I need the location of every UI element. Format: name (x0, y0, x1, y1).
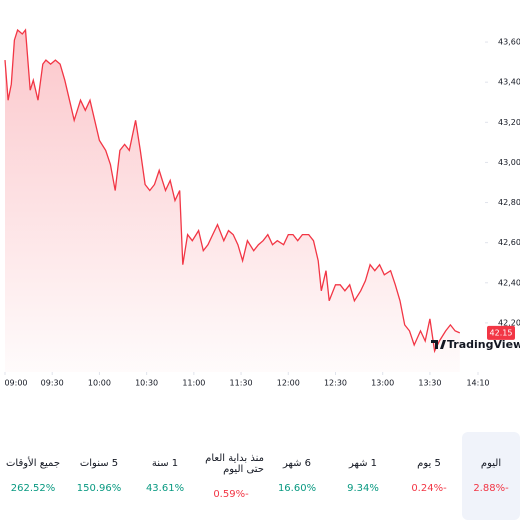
period-label: 5 سنوات (79, 458, 119, 469)
period-label: جميع الأوقات (5, 458, 61, 469)
period-tab[interactable]: جميع الأوقات 262.52% (0, 432, 66, 520)
period-tab[interactable]: 6 شهر 16.60% (264, 432, 330, 520)
area-fill (5, 30, 460, 372)
period-label: 6 شهر (282, 458, 312, 469)
x-tick-label: 09:30 (41, 379, 64, 388)
last-price-label: 42.15 (490, 328, 513, 337)
x-tick-label: 10:00 (88, 379, 111, 388)
period-label: 1 شهر (348, 458, 378, 469)
period-tab[interactable]: منذ بداية العام حتى اليوم -0.59% (198, 432, 264, 520)
period-tabs: اليوم -2.88% 5 يوم -0.24% 1 شهر 9.34% 6 شهر 16.… (0, 432, 520, 520)
period-change: -2.88% (473, 483, 509, 494)
logo-text: TradingView (447, 338, 520, 351)
y-tick-label: 42,60 (498, 238, 520, 247)
period-change: 43.61% (145, 483, 185, 494)
period-label: منذ بداية العام حتى اليوم (205, 452, 264, 475)
x-tick-label: 12:00 (277, 379, 300, 388)
period-change: 262.52% (10, 483, 56, 494)
x-tick-label: 14:10 (466, 379, 489, 388)
x-tick-label: 11:30 (230, 379, 253, 388)
period-change: 16.60% (277, 483, 317, 494)
period-tab[interactable]: اليوم -2.88% (462, 432, 520, 520)
period-change: -0.24% (411, 483, 447, 494)
last-price-badge (487, 325, 515, 340)
y-tick-label: 42,20 (498, 318, 520, 327)
x-tick-label: 13:00 (371, 379, 394, 388)
y-tick-label: 43,20 (498, 118, 520, 127)
y-tick-label: 42,80 (498, 198, 520, 207)
x-tick-label: 10:30 (135, 379, 158, 388)
x-tick-label: 12:30 (324, 379, 347, 388)
period-label: 1 سنة (151, 458, 179, 469)
y-tick-label: 43,60 (498, 38, 520, 47)
period-change: 150.96% (76, 483, 122, 494)
y-tick-label: 43,00 (498, 158, 520, 167)
logo-icon (431, 340, 446, 349)
period-change: -0.59% (213, 488, 249, 500)
period-label: اليوم (480, 458, 502, 469)
period-tab[interactable]: 5 يوم -0.24% (396, 432, 462, 520)
x-tick-label: 11:00 (182, 379, 205, 388)
period-change: 9.34% (347, 483, 379, 494)
period-tab[interactable]: 1 سنة 43.61% (132, 432, 198, 520)
period-tab[interactable]: 5 سنوات 150.96% (66, 432, 132, 520)
x-tick-label: 13:30 (418, 379, 441, 388)
period-tab[interactable]: 1 شهر 9.34% (330, 432, 396, 520)
logo: TradingView (431, 338, 520, 351)
chart: 42,20 42,40 42,60 42,80 43,00 43,20 43,40 43,60… (4, 28, 520, 388)
x-tick-label: 09:00 (4, 379, 27, 388)
y-tick-label: 43,40 (498, 78, 520, 87)
period-label: 5 يوم (417, 458, 441, 469)
y-tick-label: 42,40 (498, 278, 520, 287)
price-line (4, 28, 461, 354)
